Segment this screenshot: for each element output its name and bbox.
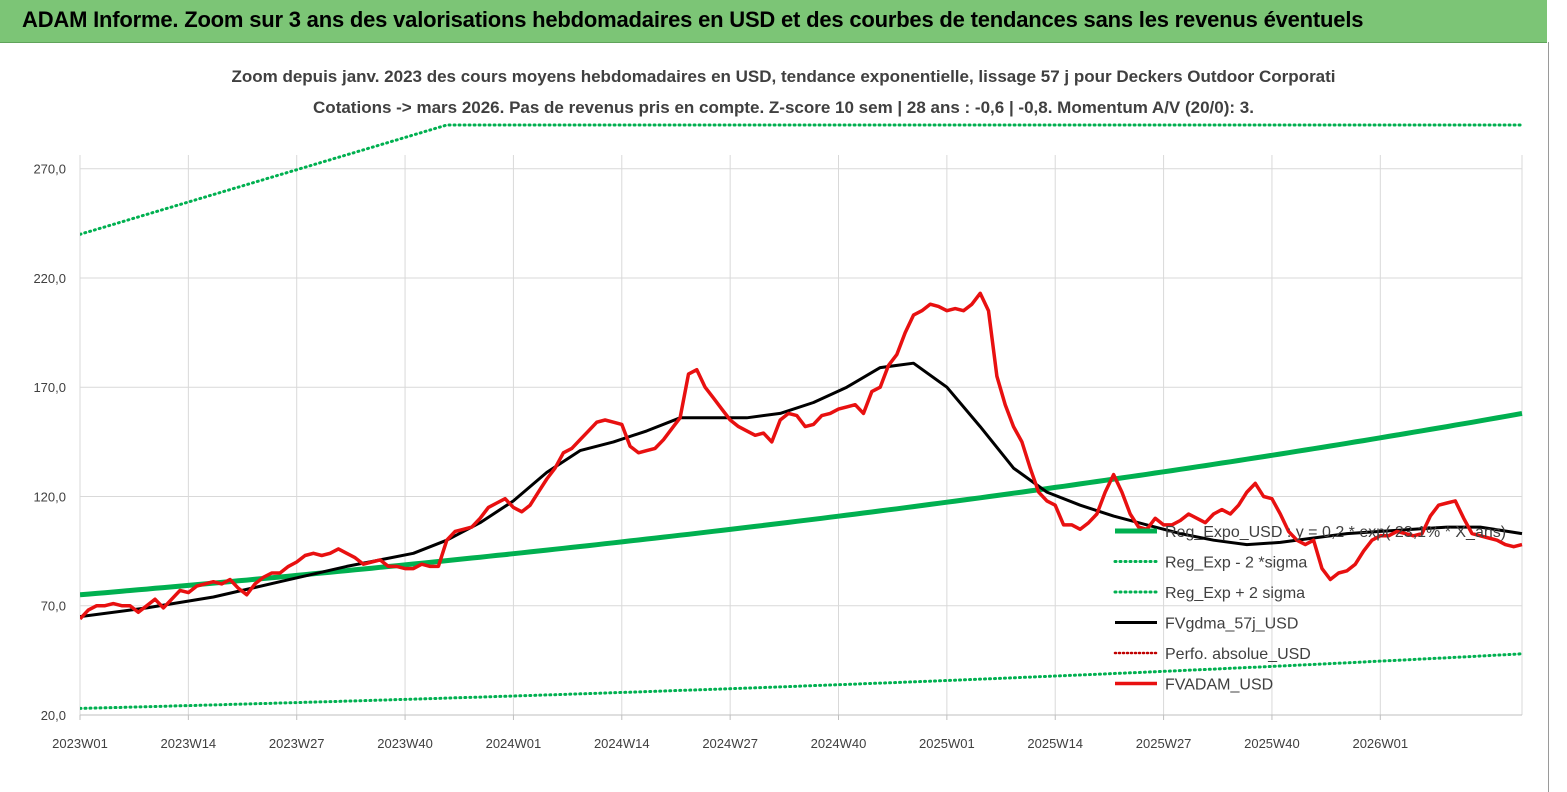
- x-tick-label: 2024W14: [594, 736, 650, 751]
- legend-label: FVADAM_USD: [1165, 677, 1273, 694]
- x-tick-label: 2023W14: [161, 736, 217, 751]
- x-tick-label: 2025W27: [1136, 736, 1192, 751]
- axes: 20,0 70,0 120,0 170,0 220,0 270,0 2023W01 2023W…: [33, 162, 1522, 751]
- legend-label: Reg_Exp - 2 *sigma: [1165, 555, 1307, 572]
- y-tick-label: 120,0: [33, 489, 66, 504]
- chart-title: Zoom depuis janv. 2023 des cours moyens …: [231, 67, 1336, 86]
- y-tick-label: 270,0: [33, 162, 66, 177]
- x-tick-label: 2024W01: [486, 736, 542, 751]
- y-tick-label: 70,0: [41, 599, 66, 614]
- chart-subtitle: Cotations -> mars 2026. Pas de revenus p…: [313, 98, 1254, 117]
- y-tick-label: 170,0: [33, 380, 66, 395]
- report-banner: ADAM Informe. Zoom sur 3 ans des valoris…: [0, 0, 1547, 43]
- x-tick-label: 2025W40: [1244, 736, 1300, 751]
- y-tick-label: 220,0: [33, 271, 66, 286]
- x-tick-label: 2026W01: [1352, 736, 1408, 751]
- y-tick-label: 20,0: [41, 708, 66, 723]
- chart-frame-edge: [1548, 42, 1549, 792]
- legend-label: Reg_Expo_USD : y = 0,2 * exp( 23,1% * X_…: [1165, 524, 1506, 541]
- gridlines: [79, 155, 1523, 716]
- legend-label: Reg_Exp + 2 sigma: [1165, 585, 1305, 602]
- report-title: ADAM Informe. Zoom sur 3 ans des valoris…: [22, 7, 1364, 32]
- legend-label: FVgdma_57j_USD: [1165, 616, 1298, 633]
- fv57-series: [80, 361, 1523, 619]
- lower-band-series: [80, 652, 1524, 710]
- upper-band-series: [80, 123, 1524, 236]
- x-tick-label: 2023W27: [269, 736, 325, 751]
- series-layer: [80, 123, 1524, 710]
- x-tick-label: 2024W40: [811, 736, 867, 751]
- x-tick-label: 2024W27: [702, 736, 758, 751]
- x-tick-label: 2023W40: [377, 736, 433, 751]
- price-series: [80, 291, 1523, 621]
- x-tick-label: 2025W01: [919, 736, 975, 751]
- x-tick-label: 2025W14: [1027, 736, 1083, 751]
- legend-label: Perfo. absolue_USD: [1165, 646, 1311, 663]
- legend: Reg_Expo_USD : y = 0,2 * exp( 23,1% * X_…: [1113, 524, 1506, 694]
- x-tick-label: 2023W01: [52, 736, 108, 751]
